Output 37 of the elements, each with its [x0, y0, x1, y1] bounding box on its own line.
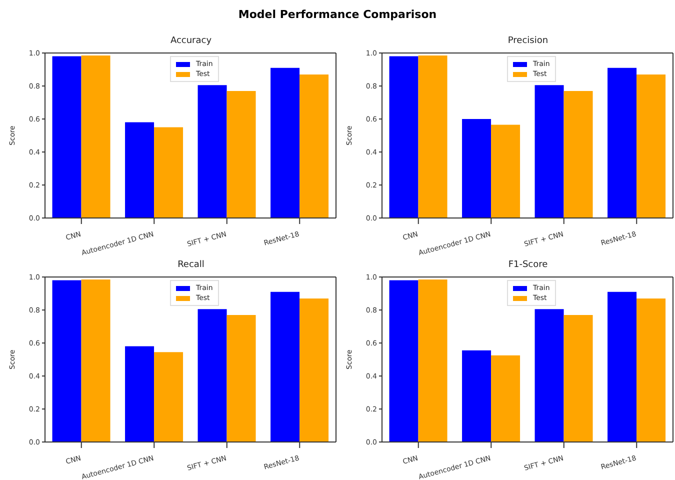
bar — [534, 85, 564, 218]
bar — [462, 119, 492, 218]
bar — [198, 85, 227, 218]
text: Model Performance Comparison — [238, 8, 437, 21]
bar — [52, 280, 82, 442]
bar — [81, 279, 110, 442]
bar — [270, 68, 300, 218]
bar — [300, 74, 329, 218]
bar — [125, 346, 154, 442]
chart-title: Accuracy — [169, 36, 213, 46]
bar — [564, 90, 593, 218]
bar — [564, 314, 593, 442]
bar — [608, 68, 637, 218]
bar — [534, 309, 564, 442]
bar — [125, 122, 154, 218]
bar — [226, 314, 256, 442]
bar — [300, 298, 329, 442]
bar — [636, 298, 666, 442]
bar — [52, 56, 82, 218]
bar — [491, 124, 520, 218]
bar — [81, 55, 110, 218]
bar — [418, 55, 448, 218]
bar — [462, 350, 492, 442]
bar — [154, 127, 184, 218]
chart-title: Precision — [506, 36, 550, 46]
bar — [418, 279, 448, 442]
chart-title: Recall — [176, 260, 206, 270]
bar — [491, 355, 520, 442]
bar — [198, 309, 227, 442]
bar — [608, 292, 637, 442]
bar — [270, 292, 300, 442]
bar — [154, 352, 184, 442]
chart-title: F1-Score — [507, 260, 549, 270]
bar — [389, 280, 418, 442]
bar — [226, 90, 256, 218]
bar — [389, 56, 418, 218]
bar — [636, 74, 666, 218]
